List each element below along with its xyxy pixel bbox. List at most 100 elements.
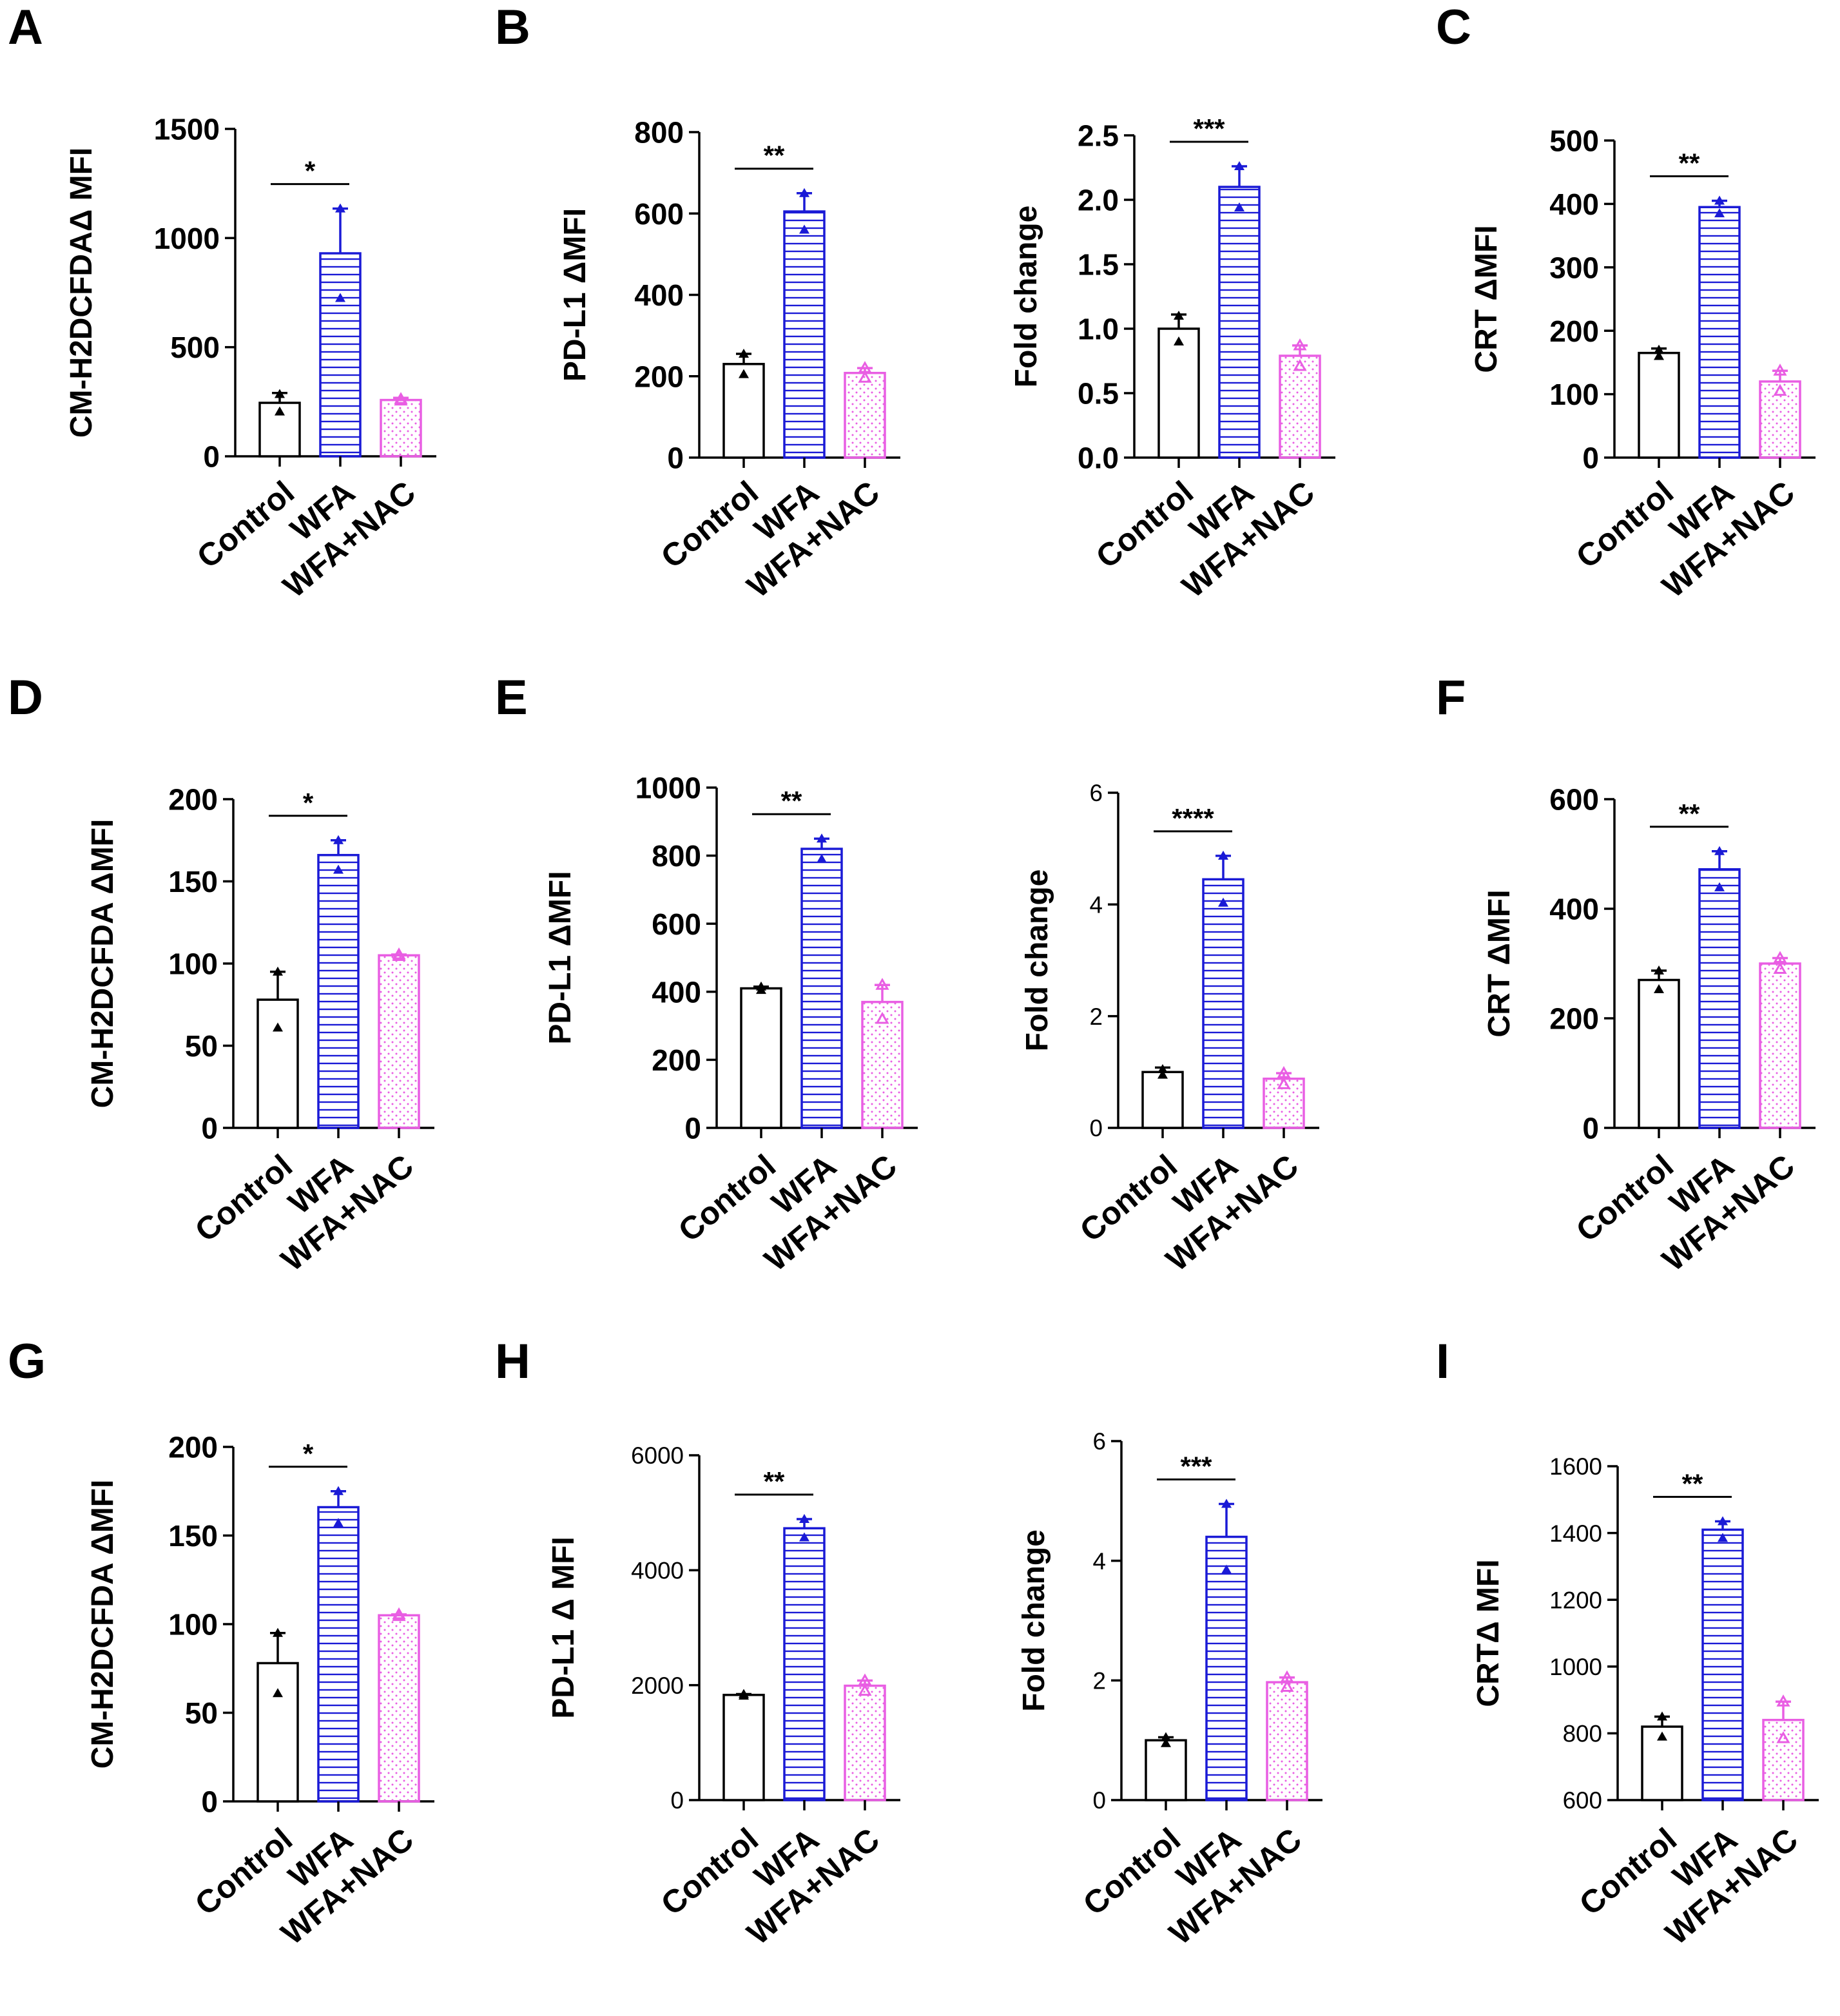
y-tick-label: 1.5 bbox=[1078, 248, 1119, 282]
y-tick-label: 4 bbox=[1093, 1548, 1106, 1575]
y-axis-label: PD-L1 ΔMFI bbox=[543, 871, 577, 1044]
y-tick-label: 2000 bbox=[631, 1672, 684, 1699]
category-label-control: Control bbox=[654, 474, 765, 576]
data-point-wfa bbox=[335, 293, 345, 302]
y-tick-label: 2.0 bbox=[1078, 184, 1119, 217]
y-tick-label: 0 bbox=[203, 440, 220, 474]
data-point-wfa-nac bbox=[1293, 358, 1307, 371]
bar-wfa bbox=[1701, 1528, 1744, 1801]
significance-stars: *** bbox=[1193, 113, 1225, 144]
y-tick-label: 400 bbox=[1549, 893, 1599, 926]
y-tick-label: 1200 bbox=[1549, 1587, 1602, 1613]
bar-wfa bbox=[319, 252, 362, 458]
y-tick-label: 0 bbox=[1582, 1112, 1599, 1145]
bar-control bbox=[722, 1694, 765, 1801]
data-point-control bbox=[739, 1691, 749, 1700]
y-tick-label: 800 bbox=[1563, 1721, 1602, 1747]
data-point-wfa-nac bbox=[858, 1683, 872, 1696]
y-tick-label: 200 bbox=[168, 783, 218, 817]
bar-wfa bbox=[783, 210, 826, 459]
data-point-wfa-nac bbox=[1277, 1077, 1291, 1089]
y-tick-label: 0 bbox=[671, 1787, 684, 1814]
data-point-wfa-nac bbox=[1280, 1680, 1294, 1692]
y-tick-label: 0 bbox=[1090, 1115, 1103, 1141]
data-point-control bbox=[273, 966, 283, 976]
category-label-control: Control bbox=[188, 1821, 299, 1923]
y-tick-label: 2 bbox=[1090, 1003, 1103, 1030]
panel-label-b: B bbox=[495, 0, 530, 55]
y-tick-label: 4 bbox=[1090, 892, 1103, 918]
y-tick-label: 150 bbox=[168, 865, 218, 898]
y-tick-label: 200 bbox=[1549, 315, 1599, 348]
y-tick-label: 50 bbox=[185, 1696, 218, 1730]
data-point-wfa bbox=[333, 1486, 344, 1495]
data-point-control bbox=[1654, 984, 1664, 993]
y-tick-label: 1000 bbox=[1549, 1654, 1602, 1680]
y-tick-label: 150 bbox=[168, 1519, 218, 1553]
bar-wfa bbox=[317, 853, 360, 1129]
y-axis-label: CM-H2DCFDA ΔMFI bbox=[86, 1480, 120, 1769]
panel-label-g: G bbox=[8, 1334, 46, 1389]
data-point-control bbox=[1174, 336, 1184, 345]
bar-control bbox=[257, 1662, 299, 1803]
data-point-wfa bbox=[799, 224, 809, 234]
data-point-control bbox=[756, 985, 766, 994]
y-axis-label: Fold change bbox=[1020, 869, 1054, 1052]
panel-label-c: C bbox=[1436, 0, 1471, 55]
y-tick-label: 500 bbox=[1549, 124, 1599, 158]
significance-stars: *** bbox=[1180, 1451, 1212, 1481]
data-point-control bbox=[1654, 344, 1664, 354]
data-point-wfa-nac bbox=[1776, 1694, 1790, 1707]
y-tick-label: 0 bbox=[1582, 441, 1599, 475]
y-tick-label: 2 bbox=[1093, 1668, 1106, 1694]
significance-stars: ** bbox=[781, 786, 802, 816]
significance-stars: ** bbox=[1679, 148, 1700, 178]
y-tick-label: 600 bbox=[1549, 783, 1599, 817]
category-label-control: Control bbox=[1569, 474, 1680, 576]
data-point-wfa bbox=[817, 833, 827, 843]
y-tick-label: 300 bbox=[1549, 251, 1599, 284]
bar-control bbox=[1141, 1071, 1184, 1129]
data-point-wfa bbox=[1714, 208, 1725, 218]
bar-control bbox=[1157, 327, 1200, 459]
y-tick-label: 0.0 bbox=[1078, 441, 1119, 475]
significance-stars: ** bbox=[764, 141, 785, 171]
panel-label-h: H bbox=[495, 1334, 530, 1389]
panel-label-f: F bbox=[1436, 670, 1466, 725]
significance-stars: ** bbox=[1679, 799, 1700, 829]
category-label-control: Control bbox=[1569, 1148, 1680, 1249]
data-point-wfa bbox=[1218, 897, 1228, 907]
data-point-wfa bbox=[1221, 1564, 1232, 1574]
category-label-control: Control bbox=[654, 1821, 765, 1923]
data-point-wfa-nac bbox=[1776, 1731, 1790, 1743]
y-tick-label: 0.5 bbox=[1078, 377, 1119, 411]
bar-control bbox=[257, 998, 299, 1129]
y-tick-label: 100 bbox=[1549, 378, 1599, 411]
data-point-wfa-nac bbox=[392, 1609, 406, 1622]
data-point-control bbox=[1157, 1069, 1168, 1079]
data-point-wfa bbox=[1221, 1498, 1232, 1508]
y-tick-label: 0 bbox=[1093, 1787, 1106, 1814]
bar-wfa-nac bbox=[378, 954, 420, 1129]
bar-wfa bbox=[1205, 1535, 1248, 1801]
data-point-wfa bbox=[335, 203, 345, 213]
data-point-control bbox=[1157, 1064, 1168, 1073]
y-tick-label: 800 bbox=[634, 116, 684, 150]
data-point-control bbox=[273, 1688, 283, 1698]
y-tick-label: 1500 bbox=[154, 113, 220, 146]
panel-label-a: A bbox=[8, 0, 43, 55]
data-point-wfa bbox=[1218, 850, 1228, 860]
y-tick-label: 1400 bbox=[1549, 1520, 1602, 1547]
category-label-control: Control bbox=[1076, 1821, 1187, 1923]
y-tick-label: 600 bbox=[652, 907, 701, 941]
data-point-wfa-nac bbox=[875, 1012, 889, 1024]
data-point-wfa bbox=[1234, 202, 1244, 211]
significance-stars: ** bbox=[764, 1466, 785, 1497]
y-tick-label: 200 bbox=[168, 1431, 218, 1464]
y-tick-label: 800 bbox=[652, 839, 701, 873]
bar-wfa-nac bbox=[1266, 1681, 1308, 1801]
